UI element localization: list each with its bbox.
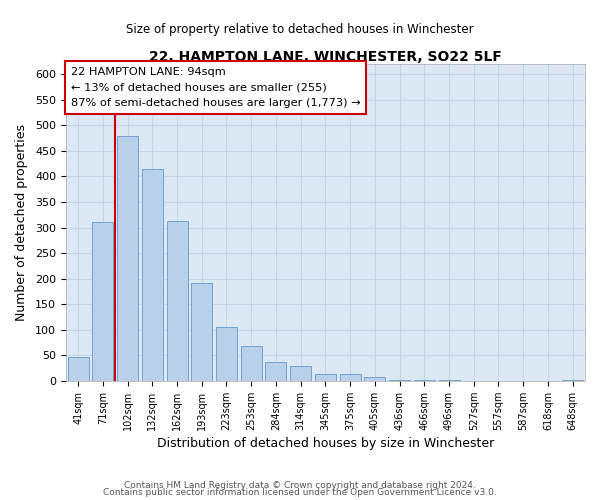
Bar [167, 221, 188, 381]
Bar [68, 357, 89, 381]
Bar [315, 374, 336, 381]
Bar [241, 346, 262, 381]
Bar [290, 366, 311, 381]
Bar [562, 380, 583, 381]
Bar [364, 376, 385, 381]
Text: 22 HAMPTON LANE: 94sqm
← 13% of detached houses are smaller (255)
87% of semi-de: 22 HAMPTON LANE: 94sqm ← 13% of detached… [71, 67, 361, 108]
Bar [439, 380, 460, 381]
Bar [142, 169, 163, 381]
Bar [265, 362, 286, 381]
Bar [92, 222, 113, 381]
Text: Contains public sector information licensed under the Open Government Licence v3: Contains public sector information licen… [103, 488, 497, 497]
Bar [414, 380, 435, 381]
Bar [340, 374, 361, 381]
Y-axis label: Number of detached properties: Number of detached properties [15, 124, 28, 321]
Bar [216, 327, 237, 381]
Bar [389, 380, 410, 381]
X-axis label: Distribution of detached houses by size in Winchester: Distribution of detached houses by size … [157, 437, 494, 450]
Bar [191, 282, 212, 381]
Text: Contains HM Land Registry data © Crown copyright and database right 2024.: Contains HM Land Registry data © Crown c… [124, 480, 476, 490]
Bar [117, 136, 138, 381]
Text: Size of property relative to detached houses in Winchester: Size of property relative to detached ho… [126, 22, 474, 36]
Title: 22, HAMPTON LANE, WINCHESTER, SO22 5LF: 22, HAMPTON LANE, WINCHESTER, SO22 5LF [149, 50, 502, 64]
